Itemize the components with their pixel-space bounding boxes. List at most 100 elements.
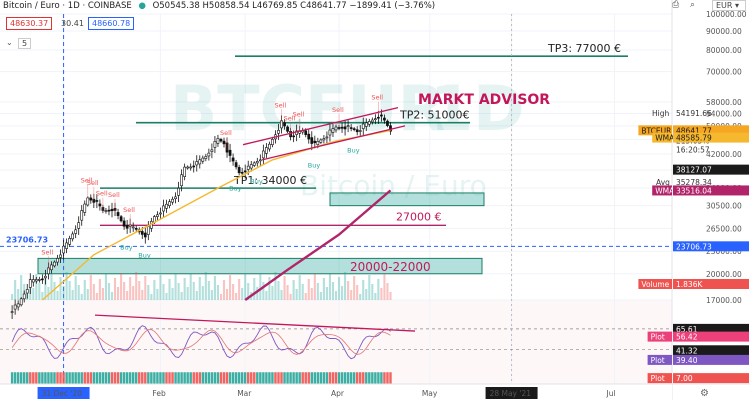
support-zone[interactable] [37,257,483,275]
candle-body[interactable] [140,231,144,235]
candle-body[interactable] [286,126,289,132]
candle-body[interactable] [204,156,208,159]
trend-line-upper[interactable] [242,106,399,146]
candle-body[interactable] [383,117,386,121]
collapse-chevron-icon[interactable]: ⌄ [6,38,13,47]
candle-body[interactable] [252,162,256,166]
candle-body[interactable] [28,279,32,288]
candle-body[interactable] [346,125,350,127]
candle-body[interactable] [328,129,332,136]
candle-body[interactable] [364,122,368,127]
candle-body[interactable] [271,139,274,145]
candle-body[interactable] [361,123,365,129]
candle-body[interactable] [98,203,102,207]
candle-body[interactable] [367,121,371,125]
candle-body[interactable] [358,130,362,132]
candle-body[interactable] [228,149,232,156]
candle-body[interactable] [319,139,323,143]
candle-body[interactable] [249,164,253,169]
candle-body[interactable] [340,126,344,129]
candle-body[interactable] [31,279,35,283]
candle-body[interactable] [41,278,44,281]
candle-body[interactable] [268,143,271,150]
candle-body[interactable] [386,120,389,126]
oscillator-line-secondary[interactable] [11,329,391,355]
candle-body[interactable] [210,149,214,152]
candle-body[interactable] [201,157,205,162]
time-axis-label[interactable]: Apr [331,389,345,398]
candle-body[interactable] [349,127,353,129]
candle-body[interactable] [219,139,223,142]
candle-body[interactable] [59,254,62,258]
candle-body[interactable] [131,226,135,229]
candle-body[interactable] [237,167,241,174]
candle-body[interactable] [370,119,374,123]
candle-body[interactable] [292,135,295,138]
candle-body[interactable] [243,170,247,173]
candle-body[interactable] [162,205,165,212]
candle-body[interactable] [255,161,259,164]
candle-body[interactable] [258,159,262,162]
candle-body[interactable] [168,201,171,206]
candle-body[interactable] [95,200,99,202]
candle-body[interactable] [125,225,129,229]
candle-body[interactable] [183,166,187,177]
candle-body[interactable] [283,122,286,127]
candle-body[interactable] [231,157,235,162]
candle-body[interactable] [240,172,244,174]
candle-body[interactable] [213,141,217,148]
candle-body[interactable] [10,311,14,313]
candle-body[interactable] [110,208,114,212]
currency-selector[interactable]: EUR ▾ [712,0,746,11]
candle-body[interactable] [171,198,174,203]
candle-body[interactable] [34,279,38,282]
candle-body[interactable] [19,298,23,306]
candle-body[interactable] [68,238,71,245]
candle-body[interactable] [222,140,226,145]
camera-icon[interactable]: ⎙ [672,0,680,10]
candle-body[interactable] [265,147,268,154]
candle-body[interactable] [234,162,238,168]
candle-body[interactable] [116,212,120,216]
symbol-title[interactable]: Bitcoin / Euro · 1D · COINBASE [3,1,132,11]
settings-gear-icon[interactable]: ⚙ [700,388,709,399]
ask-box[interactable]: 48660.78 [88,17,135,30]
candle-body[interactable] [165,203,168,209]
candle-body[interactable] [313,140,317,144]
candle-body[interactable] [80,210,84,221]
oscillator-line-primary[interactable] [11,325,391,360]
candle-body[interactable] [156,214,159,217]
candle-body[interactable] [122,220,126,227]
candle-body[interactable] [37,279,41,281]
candle-body[interactable] [195,161,199,166]
candle-body[interactable] [355,129,359,133]
oscillator-trend-line[interactable] [94,314,416,332]
candle-body[interactable] [22,293,26,300]
candle-body[interactable] [159,212,162,215]
candle-body[interactable] [337,127,341,129]
candle-body[interactable] [62,245,65,254]
wma-slow-line[interactable] [244,189,392,301]
time-axis-label[interactable]: May [422,389,438,398]
candle-body[interactable] [304,130,308,135]
search-icon[interactable]: ⌕ [690,0,696,10]
candle-body[interactable] [377,116,380,119]
candle-body[interactable] [77,222,81,229]
candle-body[interactable] [65,242,68,249]
candle-body[interactable] [352,128,356,131]
candle-body[interactable] [325,136,329,139]
candle-body[interactable] [13,304,17,310]
candle-body[interactable] [334,126,338,131]
candle-body[interactable] [322,138,326,141]
candle-body[interactable] [310,137,314,144]
candle-body[interactable] [134,228,138,230]
candle-body[interactable] [246,165,250,170]
indicator-count[interactable]: 5 [18,38,32,49]
candle-body[interactable] [180,174,183,187]
candle-body[interactable] [74,229,78,234]
candle-body[interactable] [261,150,265,159]
support-zone[interactable] [329,192,485,207]
candle-body[interactable] [16,303,20,308]
time-axis-label-highlight[interactable]: 31 Dec '20 [42,389,83,398]
